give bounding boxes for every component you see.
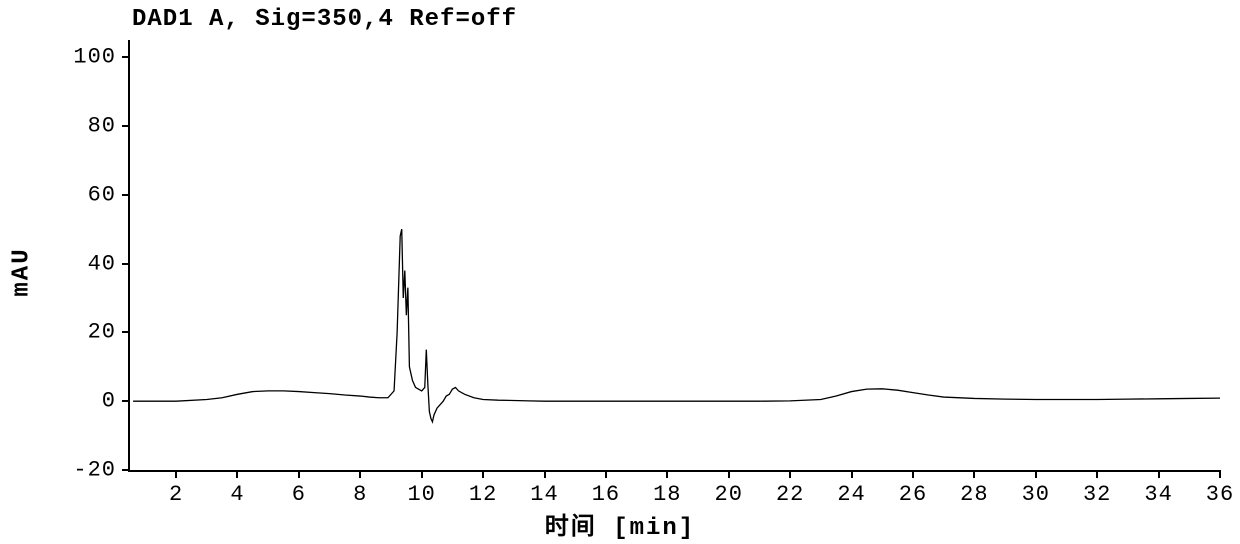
x-tick <box>666 470 668 478</box>
y-tick <box>122 400 130 402</box>
y-tick <box>122 194 130 196</box>
y-tick <box>122 125 130 127</box>
chart-title: DAD1 A, Sig=350,4 Ref=off <box>132 6 517 33</box>
x-tick-label: 26 <box>899 482 927 507</box>
x-tick <box>605 470 607 478</box>
x-tick <box>1219 470 1221 478</box>
x-tick <box>912 470 914 478</box>
x-tick-label: 20 <box>715 482 743 507</box>
x-tick-label: 32 <box>1083 482 1111 507</box>
x-tick-label: 18 <box>653 482 681 507</box>
x-tick-label: 36 <box>1206 482 1234 507</box>
x-axis-label: 时间 [min] <box>545 506 695 542</box>
y-tick <box>122 331 130 333</box>
x-tick <box>482 470 484 478</box>
y-tick-label: 0 <box>102 389 116 414</box>
x-tick <box>544 470 546 478</box>
x-tick <box>851 470 853 478</box>
x-tick <box>175 470 177 478</box>
x-tick-label: 4 <box>230 482 244 507</box>
chromatogram-figure: DAD1 A, Sig=350,4 Ref=off mAU 时间 [min] -… <box>0 0 1240 544</box>
y-tick-label: -20 <box>73 458 116 483</box>
y-tick-label: 100 <box>73 45 116 70</box>
x-tick-label: 30 <box>1022 482 1050 507</box>
x-tick <box>973 470 975 478</box>
x-tick-label: 24 <box>837 482 865 507</box>
x-tick-label: 22 <box>776 482 804 507</box>
y-tick-label: 80 <box>88 114 116 139</box>
x-tick <box>1096 470 1098 478</box>
y-tick-label: 40 <box>88 251 116 276</box>
y-tick-label: 60 <box>88 182 116 207</box>
y-tick <box>122 469 130 471</box>
x-tick <box>728 470 730 478</box>
x-tick <box>236 470 238 478</box>
x-tick <box>1035 470 1037 478</box>
x-tick <box>298 470 300 478</box>
y-tick-label: 20 <box>88 320 116 345</box>
x-tick-label: 10 <box>407 482 435 507</box>
y-tick <box>122 263 130 265</box>
x-tick-label: 12 <box>469 482 497 507</box>
x-tick <box>1158 470 1160 478</box>
plot-area: -200204060801002468101214161820222426283… <box>128 40 1220 472</box>
x-tick-label: 16 <box>592 482 620 507</box>
chromatogram-trace <box>130 40 1220 470</box>
chromatogram-line <box>133 229 1220 422</box>
x-tick-label: 6 <box>292 482 306 507</box>
x-tick <box>421 470 423 478</box>
y-tick <box>122 56 130 58</box>
x-tick-label: 34 <box>1144 482 1172 507</box>
x-tick-label: 8 <box>353 482 367 507</box>
x-tick <box>789 470 791 478</box>
x-tick <box>359 470 361 478</box>
x-tick-label: 14 <box>530 482 558 507</box>
y-axis-label: mAU <box>8 247 35 296</box>
x-tick-label: 28 <box>960 482 988 507</box>
x-tick-label: 2 <box>169 482 183 507</box>
